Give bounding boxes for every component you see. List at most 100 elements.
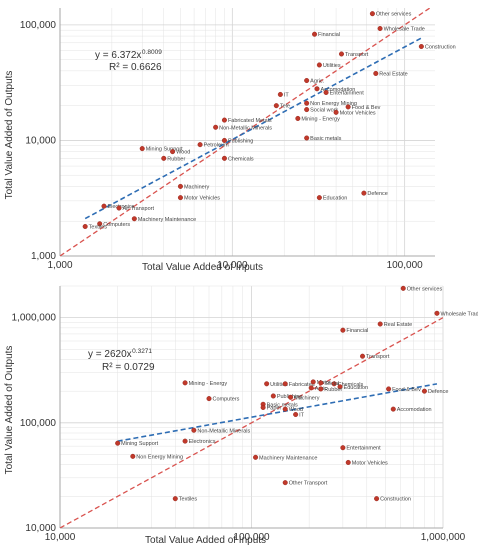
y-tick-label: 10,000	[25, 135, 56, 146]
point-label: Rubber	[167, 156, 185, 162]
x-tick-label: 100,000	[233, 532, 270, 543]
point-label: Accomodation	[321, 87, 356, 93]
data-point	[345, 459, 351, 465]
point-label: Machinery	[184, 184, 210, 190]
data-point	[131, 216, 137, 222]
point-label: IT	[284, 92, 290, 98]
data-point	[139, 146, 145, 152]
point-label: Non Energy Mining	[310, 101, 357, 107]
point-label: Mining Support	[121, 441, 158, 447]
data-point	[369, 11, 375, 17]
data-point	[308, 385, 314, 391]
point-label: Social	[324, 381, 339, 387]
data-point	[177, 195, 183, 201]
point-label: Petroleum	[204, 143, 229, 149]
point-label: Entertainment	[330, 90, 365, 96]
data-point	[282, 480, 288, 486]
point-label: Chemicals	[228, 156, 254, 162]
point-label: Non-Metallic Minerals	[197, 428, 250, 434]
data-point	[182, 380, 188, 386]
point-label: Chemicals	[338, 382, 364, 388]
data-point	[221, 137, 227, 143]
data-point	[331, 381, 337, 387]
point-label: Motor Vehicles	[352, 460, 388, 466]
data-point	[360, 353, 366, 359]
point-label: Construction	[380, 497, 411, 503]
data-point	[318, 386, 324, 392]
grid	[59, 8, 435, 257]
data-point	[373, 70, 379, 76]
x-tick-label: 10,000	[45, 532, 76, 543]
data-point	[418, 44, 424, 50]
y-tick-label: 100,000	[20, 418, 57, 429]
point-label: Motor	[317, 380, 331, 386]
point-label: Basic metals	[310, 136, 341, 142]
point-label: Accomodation	[397, 407, 432, 413]
data-point	[288, 394, 294, 400]
data-point	[304, 100, 310, 106]
y-tick-label: 1,000,000	[12, 313, 57, 324]
point-label: Agric.	[310, 79, 325, 85]
data-point	[273, 103, 279, 109]
x-tick-label: 10,000	[217, 260, 248, 271]
data-point	[260, 404, 266, 410]
data-point	[377, 26, 383, 32]
data-point	[170, 149, 176, 155]
point-label: Entertainment	[346, 446, 381, 452]
data-point	[253, 454, 259, 460]
data-point	[338, 51, 344, 57]
x-axis-label: Total Value Added of Inputs	[145, 535, 266, 546]
point-label: Textiles	[179, 497, 198, 503]
x-tick-label: 1,000,000	[421, 532, 466, 543]
point-label: Publishing	[228, 138, 253, 144]
data-point	[337, 384, 343, 390]
point-label: Fabricated	[289, 382, 315, 388]
y-axis-label: Total Value Added of Outputs	[4, 346, 15, 475]
data-point	[161, 155, 167, 161]
point-label: Wood	[176, 150, 190, 156]
point-label: Mining - Energy	[189, 381, 228, 387]
x-tick-label: 1,000	[47, 260, 72, 271]
point-label: Rubber	[324, 387, 342, 393]
point-label: Fabricated Metals	[228, 118, 272, 124]
data-point	[172, 496, 178, 502]
point-label: Wholesale Trade	[384, 27, 425, 33]
data-point	[340, 327, 346, 333]
data-point	[116, 205, 122, 211]
point-label: Paper	[267, 405, 282, 411]
data-point	[386, 386, 392, 392]
point-label: Other services	[376, 12, 412, 18]
point-label: IT	[299, 413, 305, 419]
data-point	[277, 91, 283, 97]
data-point	[293, 412, 299, 418]
y-axis-label: Total Value Added of Outputs	[4, 71, 15, 200]
data-point	[318, 380, 324, 386]
point-label: Tele	[280, 104, 290, 110]
data-point	[206, 396, 212, 402]
point-label: Wood	[289, 407, 303, 413]
point-label: Machinery	[294, 395, 320, 401]
point-label: Construction	[425, 45, 456, 51]
data-point	[130, 453, 136, 459]
data-point	[340, 445, 346, 451]
data-point	[390, 406, 396, 412]
point-label: Defence	[428, 389, 449, 395]
data-point	[197, 142, 203, 148]
point-label: Social work	[310, 108, 338, 114]
data-point	[213, 124, 219, 130]
point-label: Motor Vehicles	[184, 196, 220, 202]
data-point	[323, 89, 329, 95]
point-label: Electronics	[189, 439, 216, 445]
point-label: Non-Metallic Minerals	[219, 125, 272, 131]
point-label: Basic metals	[267, 402, 298, 408]
data-point	[345, 104, 351, 110]
point-label: Non Energy Mining	[136, 454, 183, 460]
point-label: Machinery Maintenance	[138, 217, 196, 223]
equation-text: y = 6.372x	[95, 50, 141, 61]
y-tick-label: 1,000	[31, 251, 56, 262]
point-label: Mining - Energy	[301, 116, 340, 122]
r-squared-text: R² = 0.6626	[109, 62, 162, 73]
point-label: Other Transport	[289, 481, 328, 487]
data-point	[182, 438, 188, 444]
point-label: Food & Bev	[392, 387, 421, 393]
